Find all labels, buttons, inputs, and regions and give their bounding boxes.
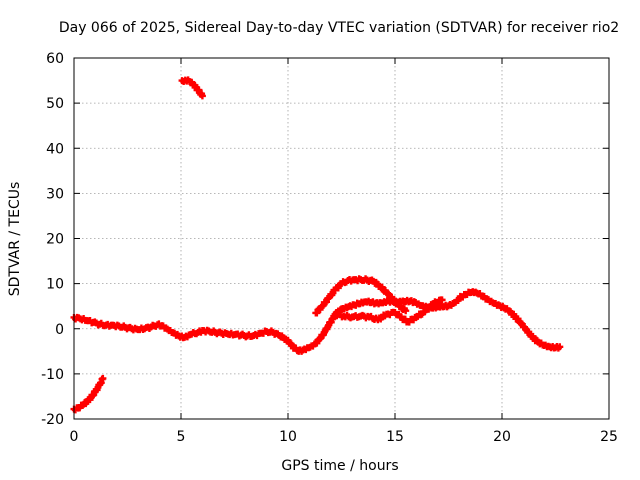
data-trace-segment bbox=[258, 327, 269, 337]
data-trace-segment bbox=[523, 326, 533, 336]
data-trace-segment bbox=[339, 304, 348, 313]
x-tick-label: 15 bbox=[386, 429, 404, 445]
grid-layer bbox=[74, 58, 609, 419]
data-trace-segment bbox=[84, 395, 94, 404]
y-tick-label: 50 bbox=[46, 96, 64, 112]
data-trace-segment bbox=[514, 315, 524, 327]
data-trace-segment bbox=[476, 290, 485, 300]
series-1 bbox=[312, 275, 410, 317]
data-trace-segment bbox=[459, 291, 468, 301]
x-axis-label: GPS time / hours bbox=[281, 458, 398, 474]
chart-title: Day 066 of 2025, Sidereal Day-to-day VTE… bbox=[59, 20, 619, 36]
data-trace-segment bbox=[219, 329, 230, 339]
data-trace-segment bbox=[339, 278, 350, 287]
x-tick-label: 10 bbox=[279, 429, 297, 445]
data-trace-segment bbox=[480, 292, 490, 303]
y-tick-label: -10 bbox=[41, 367, 64, 383]
data-trace-segment bbox=[540, 341, 550, 350]
data-trace-segment bbox=[91, 318, 102, 329]
tick-layer: 0 5 10 15 20 25 -20 -10 0 10 20 30 40 50 60 bbox=[41, 51, 618, 445]
data-trace-segment bbox=[365, 297, 374, 307]
data-trace-segment bbox=[502, 305, 511, 313]
data-trace-segment bbox=[369, 298, 378, 308]
data-trace-segment bbox=[531, 336, 541, 345]
data-point bbox=[438, 296, 446, 304]
data-layer bbox=[70, 76, 564, 414]
series-4 bbox=[178, 76, 206, 100]
data-trace-segment bbox=[96, 375, 106, 387]
data-trace-segment bbox=[189, 329, 201, 338]
data-trace-segment bbox=[527, 332, 537, 341]
series-0 bbox=[70, 288, 564, 355]
data-trace-segment bbox=[129, 324, 141, 334]
data-trace-segment bbox=[78, 315, 89, 324]
data-point bbox=[556, 343, 564, 351]
data-trace-segment bbox=[313, 335, 323, 347]
data-trace-segment bbox=[226, 329, 237, 339]
data-trace-segment bbox=[544, 342, 554, 351]
data-trace-segment bbox=[505, 307, 516, 318]
data-trace-segment bbox=[397, 302, 408, 313]
series-2 bbox=[331, 296, 446, 326]
data-trace-segment bbox=[287, 340, 297, 352]
series-3 bbox=[70, 374, 107, 414]
y-tick-label: 20 bbox=[46, 232, 64, 248]
data-trace-segment bbox=[251, 330, 263, 340]
data-trace-segment bbox=[155, 320, 164, 330]
y-tick-label: 0 bbox=[55, 322, 64, 338]
x-tick-label: 25 bbox=[600, 429, 618, 445]
data-trace-segment bbox=[484, 296, 494, 306]
data-trace-segment bbox=[510, 310, 520, 323]
y-tick-label: 10 bbox=[46, 277, 64, 293]
data-trace-segment bbox=[454, 292, 464, 304]
data-trace-segment bbox=[283, 336, 293, 347]
data-trace-segment bbox=[71, 404, 81, 414]
x-tick-label: 20 bbox=[493, 429, 511, 445]
data-trace-segment bbox=[309, 340, 318, 350]
data-trace-segment bbox=[271, 329, 282, 338]
data-trace-segment bbox=[159, 322, 169, 332]
data-trace-segment bbox=[472, 288, 481, 297]
x-tick-label: 0 bbox=[70, 429, 79, 445]
data-trace-segment bbox=[72, 313, 83, 323]
data-trace-segment bbox=[347, 301, 357, 311]
data-trace-segment bbox=[84, 317, 96, 327]
data-trace-segment bbox=[300, 345, 310, 354]
y-tick-label: -20 bbox=[41, 412, 64, 428]
data-point bbox=[99, 374, 107, 382]
data-trace-segment bbox=[412, 298, 421, 308]
data-point bbox=[402, 307, 410, 315]
data-trace-segment bbox=[292, 344, 301, 355]
data-trace-segment bbox=[463, 288, 472, 298]
y-tick-label: 40 bbox=[46, 141, 64, 157]
data-trace-segment bbox=[450, 298, 460, 307]
data-trace-segment bbox=[163, 325, 173, 335]
y-axis-label: SDTVAR / TECUs bbox=[7, 182, 23, 297]
data-trace-segment bbox=[76, 401, 85, 412]
x-tick-label: 5 bbox=[177, 429, 186, 445]
data-trace-segment bbox=[305, 343, 314, 352]
data-trace-segment bbox=[518, 320, 528, 331]
data-trace-segment bbox=[382, 297, 391, 306]
data-trace-segment bbox=[352, 299, 361, 309]
y-tick-label: 60 bbox=[46, 51, 64, 67]
y-tick-label: 30 bbox=[46, 186, 64, 202]
data-trace-segment bbox=[187, 78, 197, 89]
data-trace-segment bbox=[343, 303, 353, 312]
data-trace-segment bbox=[346, 275, 357, 285]
data-point bbox=[198, 92, 206, 100]
data-trace-segment bbox=[191, 81, 201, 94]
